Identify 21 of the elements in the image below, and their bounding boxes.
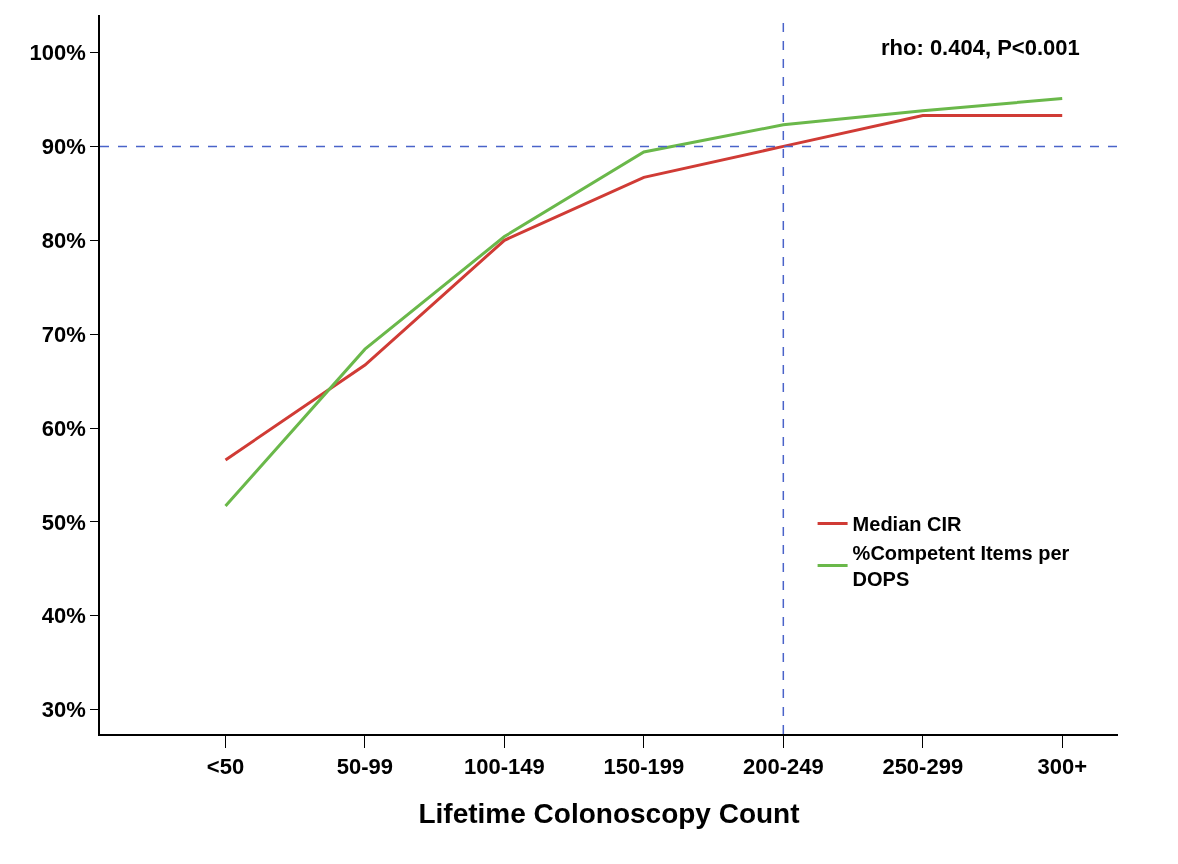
line-series <box>224 97 1064 508</box>
y-tick-label: 40% <box>41 603 86 629</box>
y-tick-label: 60% <box>41 415 86 441</box>
x-tick-label: 50-99 <box>336 754 394 780</box>
y-tick-label: 70% <box>41 321 86 347</box>
y-tick-label: 30% <box>41 697 86 723</box>
x-tick-label: 300+ <box>1037 754 1087 780</box>
y-tick-label: 50% <box>41 509 86 535</box>
x-axis-title: Lifetime Colonoscopy Count <box>418 797 800 829</box>
x-tick-label: <50 <box>206 754 245 780</box>
x-tick-label: 250-299 <box>882 754 964 780</box>
y-tick-label: 90% <box>41 134 86 160</box>
legend-label: %Competent Items per DOPS <box>852 542 1070 591</box>
y-tick-label: 80% <box>41 227 86 253</box>
x-tick-label: 150-199 <box>603 754 685 780</box>
legend-label: Median CIR <box>852 513 963 536</box>
line-series <box>224 113 1064 462</box>
annotation: rho: 0.404, P<0.001 <box>881 35 1080 60</box>
x-tick-label: 100-149 <box>464 754 545 780</box>
y-tick-label: 100% <box>29 40 86 66</box>
x-tick-label: 200-249 <box>742 754 824 780</box>
